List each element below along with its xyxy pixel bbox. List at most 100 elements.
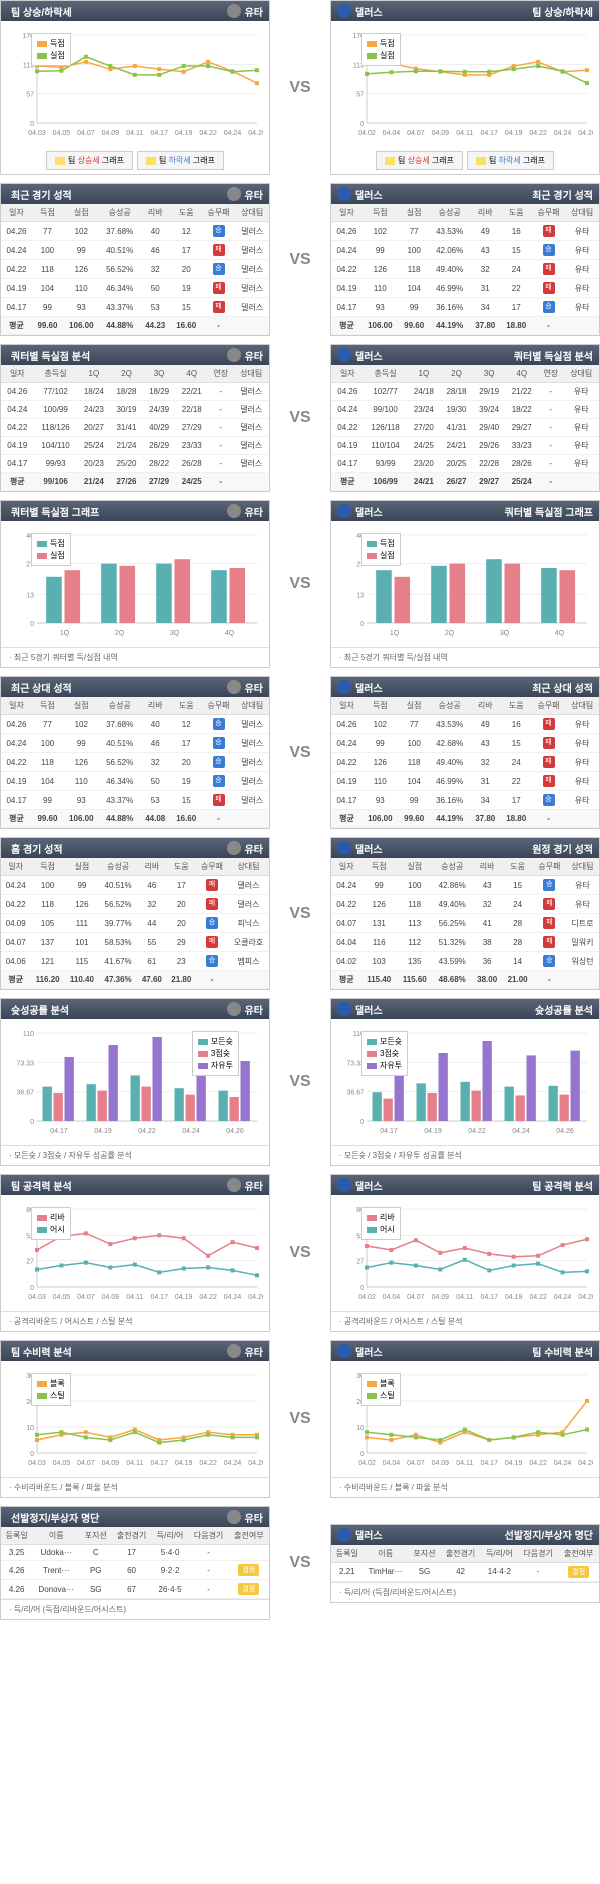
- section-header: 쿼터별 득실점 분석유타: [1, 345, 269, 365]
- uptrend-button[interactable]: 팀 상승세 그래프: [46, 151, 133, 170]
- table-cell: 승: [202, 715, 236, 734]
- table-cell: 유타: [565, 715, 599, 734]
- stat-panel: 최근 경기 성적유타일자득점실점승성공리바도움승무패상대팀04.26771023…: [0, 183, 270, 336]
- table-cell: -: [208, 437, 233, 455]
- svg-text:04.19: 04.19: [505, 1460, 523, 1467]
- table-cell: 115: [65, 952, 99, 971]
- stat-panel: 쿼터별 득실점 분석유타일자총득실1Q2Q3Q4Q연장상대팀04.2677/10…: [0, 344, 270, 492]
- result-badge: 패: [543, 737, 555, 749]
- table-header: 상대팀: [563, 365, 599, 383]
- table-header: 도움: [171, 204, 202, 222]
- table-cell: 36: [472, 952, 502, 971]
- table-header: 실점: [399, 697, 430, 715]
- table-row: 04.1799/9320/2325/2028/2226/28-댈러스: [1, 455, 269, 473]
- result-badge: 승: [213, 225, 225, 237]
- vs-label: VS: [270, 744, 330, 762]
- stat-panel: 팀 공격력 분석유타027538004.0304.0504.0704.0904.…: [0, 1174, 270, 1332]
- chart-caption: · 공격리바운드 / 어시스트 / 스틸 분석: [331, 1311, 599, 1331]
- result-badge: 패: [543, 936, 555, 948]
- result-badge: 패: [543, 775, 555, 787]
- table-cell: 댈러스: [235, 298, 269, 317]
- table-cell: 패: [532, 222, 566, 241]
- table-header: 일자: [1, 204, 32, 222]
- table-cell: 40: [140, 715, 171, 734]
- table-cell: 49: [470, 715, 501, 734]
- table-cell: 20: [171, 753, 202, 772]
- chart-area: 01327401Q2Q3Q4Q득점실점: [1, 521, 269, 647]
- chart-area: 027538004.0304.0504.0704.0904.1104.1704.…: [1, 1195, 269, 1311]
- section-title: 슛성공률 분석: [7, 1002, 69, 1017]
- stat-panel: 팀 공격력 분석댈러스027538004.0204.0404.0704.0904…: [330, 1174, 600, 1332]
- table-cell: 패: [533, 914, 566, 933]
- table-cell: 04.19: [1, 772, 32, 791]
- table-header: 1Q: [408, 365, 441, 383]
- result-badge: 승: [543, 879, 555, 891]
- svg-text:04.24: 04.24: [182, 1128, 200, 1135]
- downtrend-button[interactable]: 팀 하락세 그래프: [467, 151, 554, 170]
- table-cell: 유타: [565, 753, 599, 772]
- table-cell: 패: [202, 298, 236, 317]
- section-title: 팀 공격력 분석: [7, 1178, 72, 1193]
- result-badge: 승: [213, 718, 225, 730]
- result-badge: 승: [213, 263, 225, 275]
- table-cell: 32: [470, 753, 501, 772]
- uptrend-button[interactable]: 팀 상승세 그래프: [376, 151, 463, 170]
- table-cell: 46: [140, 241, 171, 260]
- cross-icon: [385, 157, 395, 165]
- table-cell: 15: [501, 734, 532, 753]
- table-cell: 승: [533, 876, 566, 895]
- table-cell: 04.04: [331, 933, 361, 952]
- table-cell: 유타: [565, 241, 599, 260]
- table-header: 4Q: [175, 365, 208, 383]
- table-cell: 20: [167, 895, 196, 914]
- table-header: 도움: [501, 697, 532, 715]
- table-cell: 04.19: [331, 772, 362, 791]
- svg-text:04.19: 04.19: [175, 1294, 193, 1301]
- team-label: 유타: [227, 680, 263, 695]
- table-cell: 126: [63, 260, 100, 279]
- table-cell: 99: [362, 241, 399, 260]
- cross-icon: [476, 157, 486, 165]
- comparison-row: 최근 경기 성적유타일자득점실점승성공리바도움승무패상대팀04.26771023…: [0, 183, 600, 336]
- svg-text:04.02: 04.02: [358, 1294, 376, 1301]
- team-logo-icon: [227, 1510, 241, 1524]
- section-header: 최근 상대 성적댈러스: [331, 677, 599, 697]
- table-cell: 99: [32, 298, 63, 317]
- team-label: 댈러스: [337, 504, 383, 519]
- svg-text:04.22: 04.22: [468, 1128, 486, 1135]
- svg-text:04.17: 04.17: [150, 1294, 168, 1301]
- table-cell: 워싱턴: [566, 952, 599, 971]
- chart-caption: · 최근 5경기 쿼터별 득/실점 내역: [331, 647, 599, 667]
- team-label: 유타: [227, 1344, 263, 1359]
- svg-text:04.19: 04.19: [505, 130, 523, 137]
- table-cell: 25/20: [110, 455, 143, 473]
- table-header: 실점: [65, 858, 99, 876]
- table-cell: 43: [470, 734, 501, 753]
- table-cell: 댈러스: [228, 876, 269, 895]
- table-header: 득점: [362, 697, 399, 715]
- table-cell: 04.24: [331, 734, 362, 753]
- table-cell: 100: [32, 241, 63, 260]
- section-header: 최근 경기 성적유타: [1, 184, 269, 204]
- table-cell: 18/28: [110, 383, 143, 401]
- section-title: 최근 상대 성적: [7, 680, 72, 695]
- svg-text:04.04: 04.04: [383, 1460, 401, 1467]
- svg-text:04.17: 04.17: [150, 1460, 168, 1467]
- svg-text:27: 27: [26, 1259, 34, 1266]
- table-cell: 댈러스: [233, 419, 269, 437]
- section-header: 팀 수비력 분석댈러스: [331, 1341, 599, 1361]
- result-badge: 패: [543, 225, 555, 237]
- table-cell: 22: [501, 772, 532, 791]
- table-cell: 126: [362, 260, 399, 279]
- table-cell: 32: [137, 895, 166, 914]
- table-cell: 댈러스: [235, 241, 269, 260]
- section-header: 팀 상승/하락세유타: [1, 1, 269, 21]
- svg-text:10: 10: [26, 1425, 34, 1432]
- table-cell: 118/126: [34, 419, 78, 437]
- table-cell: 04.19: [1, 279, 32, 298]
- table-row: 04.17999343.37%5315패댈러스: [1, 791, 269, 810]
- table-header: 승성공: [430, 204, 470, 222]
- svg-text:13: 13: [356, 592, 364, 599]
- downtrend-button[interactable]: 팀 하락세 그래프: [137, 151, 224, 170]
- table-cell: 110: [362, 279, 399, 298]
